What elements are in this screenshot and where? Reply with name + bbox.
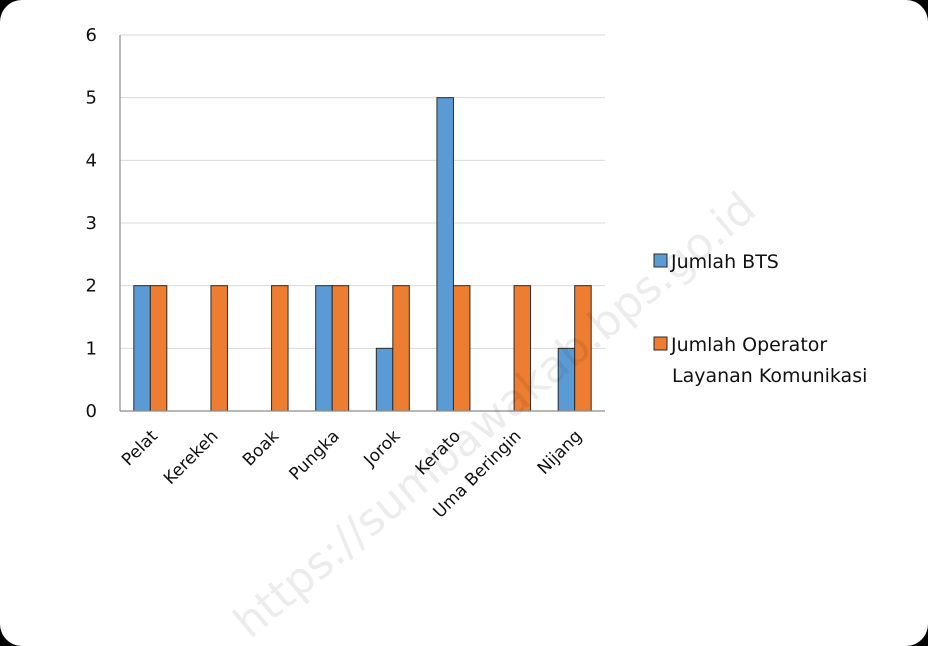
x-tick-label: Pungka <box>286 426 344 484</box>
bar <box>392 285 410 412</box>
bars <box>133 97 592 412</box>
y-tick-label: 1 <box>86 338 97 359</box>
bar <box>436 97 454 412</box>
bar <box>315 285 333 412</box>
legend-label: Jumlah Operator <box>670 334 827 356</box>
x-tick-label: Kerekeh <box>160 426 222 488</box>
bar <box>271 285 289 412</box>
y-tick-label: 5 <box>86 88 97 109</box>
bar <box>375 347 394 412</box>
legend-label: Jumlah BTS <box>670 251 779 273</box>
x-tick-label: Pelat <box>118 426 162 470</box>
x-tick-label: Boak <box>239 426 283 470</box>
legend-swatch <box>653 336 668 351</box>
bar <box>452 285 471 412</box>
bar <box>331 285 350 412</box>
watermark: https://sumbawakab.bps.go.id <box>224 183 765 646</box>
bar <box>210 285 228 412</box>
legend-label: Layanan Komunikasi <box>672 365 867 387</box>
y-tick-label: 0 <box>86 401 97 422</box>
legend-swatch <box>653 253 668 268</box>
bar <box>149 285 168 412</box>
y-tick-label: 4 <box>86 150 97 171</box>
gridlines <box>120 34 605 349</box>
y-tick-label: 3 <box>86 213 97 234</box>
x-tick-label: Nijang <box>534 426 586 478</box>
y-tick-labels: 0 1 2 3 4 5 6 <box>86 25 97 422</box>
y-tick-label: 2 <box>86 276 97 297</box>
bar <box>133 285 151 412</box>
legend: Jumlah BTS Jumlah Operator Layanan Komunik… <box>653 251 867 387</box>
axes <box>119 35 605 412</box>
y-tick-label: 6 <box>86 25 97 46</box>
